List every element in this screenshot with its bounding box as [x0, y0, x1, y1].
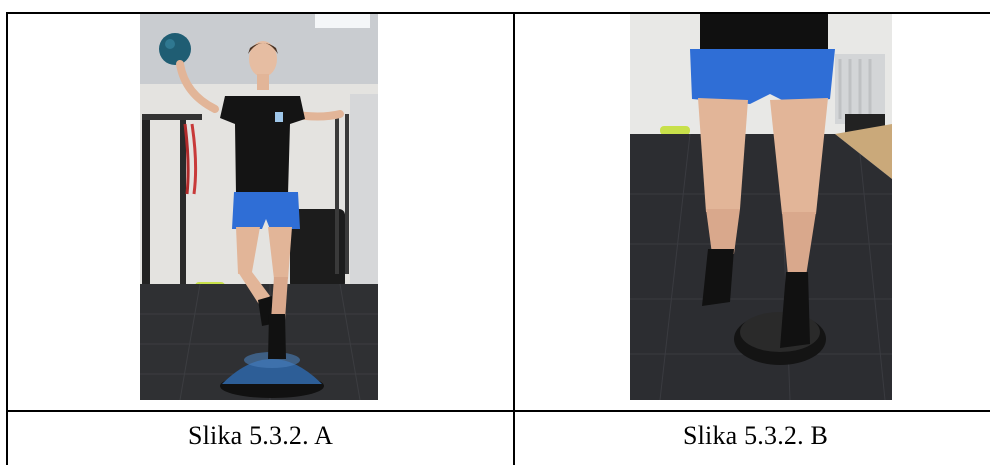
- table-left-border: [6, 12, 8, 465]
- caption-b: Slika 5.3.2. B: [682, 421, 829, 450]
- legs-balancing-on-balance-cushion-photo: [630, 14, 892, 400]
- table-middle-border: [513, 12, 515, 465]
- table-top-border: [6, 12, 990, 14]
- caption-a: Slika 5.3.2. A: [187, 421, 334, 450]
- table-row-divider: [6, 410, 990, 412]
- woman-balancing-on-bosu-ball-photo: [140, 14, 378, 400]
